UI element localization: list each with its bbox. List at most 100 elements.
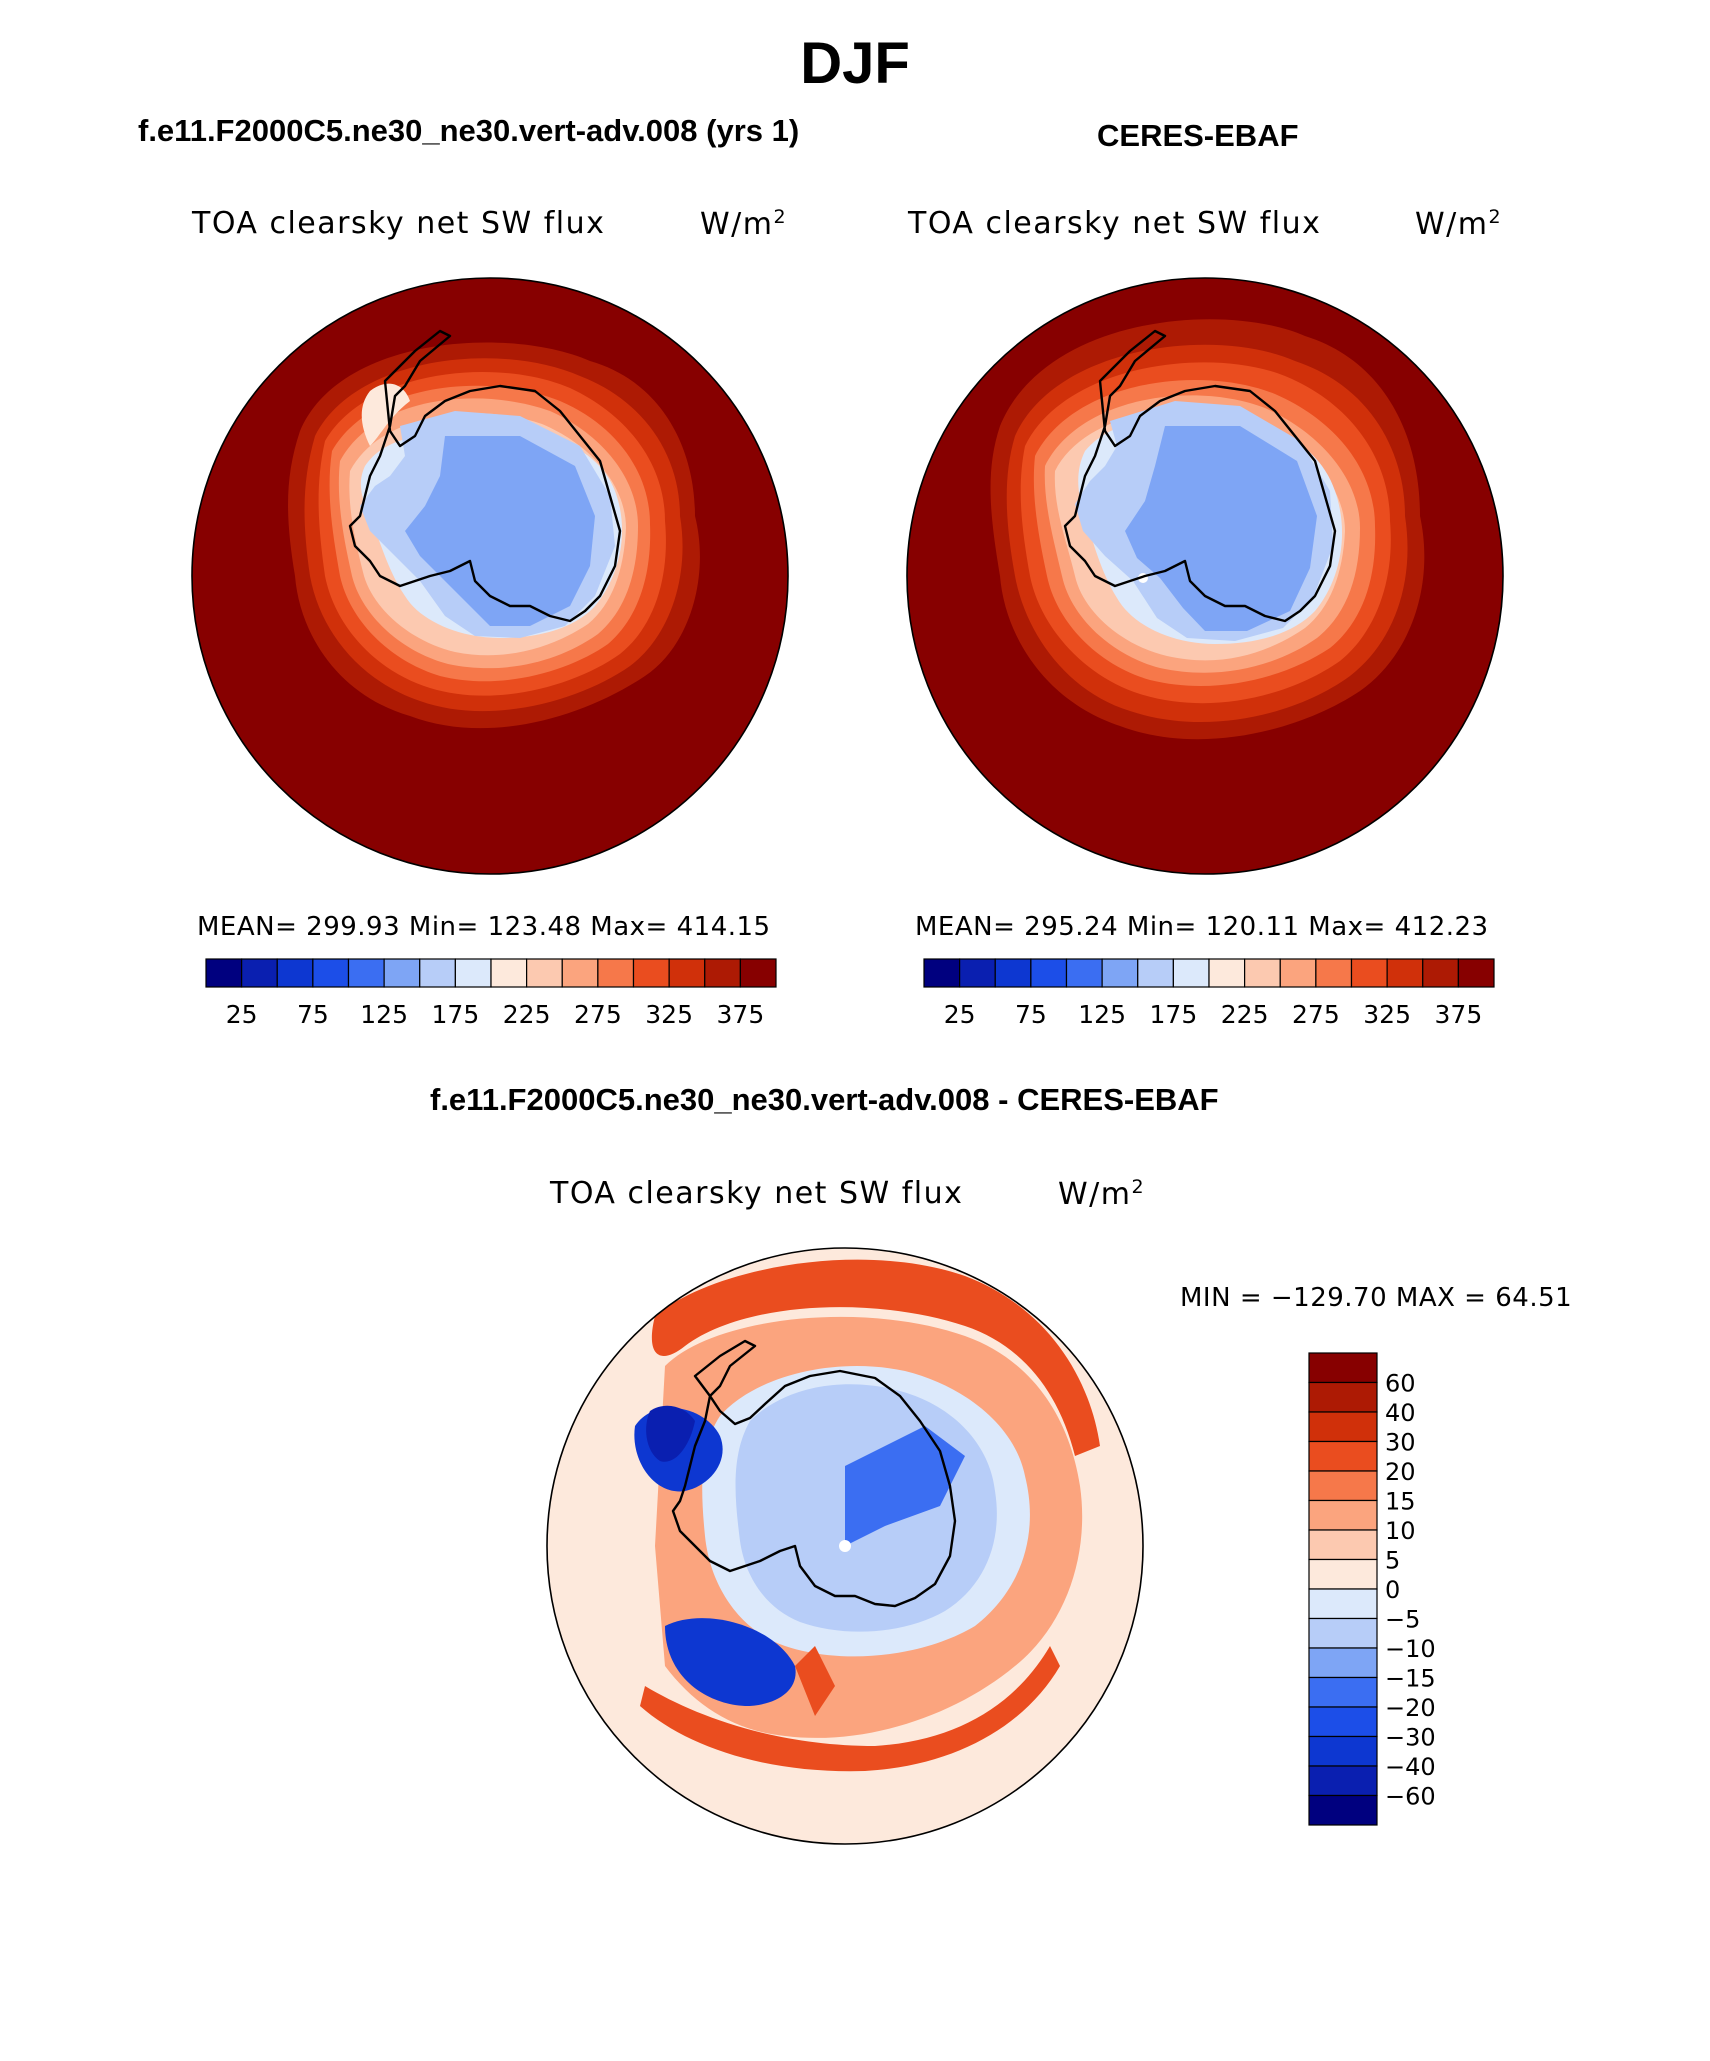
obs-stats: MEAN= 295.24 Min= 120.11 Max= 412.23 bbox=[915, 912, 1489, 942]
difference-band-positive-spot bbox=[795, 1646, 835, 1716]
obs-band-150 bbox=[1125, 426, 1317, 631]
obs-colorbar-swatch bbox=[1172, 958, 1210, 988]
obs-colorbar-swatch bbox=[959, 958, 996, 988]
model-colorbar-swatch bbox=[205, 958, 243, 988]
obs-colorbar-tick-label: 125 bbox=[1078, 1000, 1126, 1029]
model-stats: MEAN= 299.93 Min= 123.48 Max= 414.15 bbox=[197, 912, 771, 942]
difference-colorbar-swatch bbox=[1308, 1558, 1378, 1590]
model-colorbar-swatch bbox=[454, 958, 492, 988]
obs-colorbar-swatch bbox=[1137, 958, 1174, 988]
model-colorbar-swatch bbox=[419, 958, 456, 988]
obs-colorbar-swatch bbox=[1422, 958, 1459, 988]
difference-colorbar-tick-label: −20 bbox=[1385, 1694, 1436, 1722]
difference-colorbar-tick-label: −10 bbox=[1385, 1635, 1436, 1663]
difference-colorbar-swatch bbox=[1308, 1411, 1378, 1443]
difference-colorbar-swatch bbox=[1308, 1706, 1378, 1738]
obs-colorbar-tick-label: 325 bbox=[1363, 1000, 1411, 1029]
model-colorbar-tick-label: 175 bbox=[432, 1000, 480, 1029]
model-colorbar-swatch bbox=[668, 958, 706, 988]
difference-colorbar-tick-label: 20 bbox=[1385, 1458, 1416, 1486]
obs-colorbar-tick-label: 275 bbox=[1292, 1000, 1340, 1029]
difference-band-south-positive bbox=[640, 1646, 1060, 1772]
difference-colorbar-tick-label: 15 bbox=[1385, 1488, 1416, 1516]
difference-case-title: f.e11.F2000C5.ne30_ne30.vert-adv.008 - C… bbox=[430, 1082, 1219, 1117]
difference-colorbar-tick-label: −30 bbox=[1385, 1724, 1436, 1752]
difference-band-north-positive bbox=[651, 1259, 1100, 1456]
model-band-150 bbox=[405, 436, 595, 626]
obs-colorbar-swatch bbox=[1457, 958, 1495, 988]
model-colorbar: 25 75 125 175 225 275 325 375 bbox=[205, 958, 777, 1029]
difference-map-border bbox=[546, 1247, 1144, 1845]
model-colorbar-swatch bbox=[276, 958, 314, 988]
model-colorbar-swatch bbox=[739, 958, 777, 988]
difference-colorbar-tick-label: 30 bbox=[1385, 1429, 1416, 1457]
difference-colorbar-tick-label: −40 bbox=[1385, 1753, 1436, 1781]
model-coastline bbox=[348, 329, 622, 623]
page-title: DJF bbox=[800, 31, 910, 96]
model-plot-title: TOA clearsky net SW flux bbox=[192, 206, 606, 241]
obs-colorbar-tick-label: 75 bbox=[1015, 1000, 1047, 1029]
model-case-title: f.e11.F2000C5.ne30_ne30.vert-adv.008 (yr… bbox=[138, 113, 800, 148]
difference-colorbar-swatch bbox=[1308, 1588, 1378, 1620]
obs-colorbar-swatch bbox=[1279, 958, 1317, 988]
difference-colorbar-tick-label: 5 bbox=[1385, 1547, 1400, 1575]
difference-colorbar-swatch bbox=[1308, 1735, 1378, 1767]
difference-colorbar-swatch bbox=[1308, 1617, 1378, 1649]
model-colorbar-swatch bbox=[490, 958, 528, 988]
difference-colorbar-tick-label: −15 bbox=[1385, 1665, 1436, 1693]
model-colorbar-swatch bbox=[526, 958, 563, 988]
obs-colorbar-swatch bbox=[1065, 958, 1103, 988]
model-colorbar-swatch bbox=[241, 958, 278, 988]
obs-colorbar-tick-label: 25 bbox=[944, 1000, 976, 1029]
obs-coastline bbox=[1063, 329, 1337, 623]
difference-colorbar-tick-label: 10 bbox=[1385, 1517, 1416, 1545]
model-map-border bbox=[191, 277, 789, 875]
difference-colorbar-swatch bbox=[1308, 1470, 1378, 1502]
difference-colorbar-swatch bbox=[1308, 1647, 1378, 1679]
model-colorbar-tick-label: 225 bbox=[503, 1000, 551, 1029]
difference-colorbar-swatch bbox=[1308, 1676, 1378, 1708]
model-colorbar-tick-label: 125 bbox=[360, 1000, 408, 1029]
difference-coastline bbox=[671, 1339, 957, 1608]
difference-minmax: MIN = −129.70 MAX = 64.51 bbox=[1180, 1283, 1573, 1313]
difference-colorbar-swatch bbox=[1308, 1765, 1378, 1797]
obs-colorbar-swatch bbox=[923, 958, 961, 988]
difference-plot-title: TOA clearsky net SW flux bbox=[550, 1176, 964, 1211]
model-colorbar-swatch bbox=[561, 958, 599, 988]
model-colorbar-swatch bbox=[597, 958, 635, 988]
obs-colorbar-swatch bbox=[1315, 958, 1353, 988]
difference-colorbar-swatch bbox=[1308, 1499, 1378, 1531]
model-polar-map bbox=[191, 277, 789, 875]
difference-colorbar-swatch bbox=[1308, 1352, 1378, 1384]
difference-band-neg60 bbox=[646, 1405, 695, 1462]
model-band-peninsula bbox=[361, 383, 410, 446]
obs-colorbar-tick-label: 225 bbox=[1221, 1000, 1269, 1029]
model-colorbar-swatch bbox=[347, 958, 385, 988]
difference-polar-map bbox=[546, 1247, 1144, 1845]
model-colorbar-swatch bbox=[312, 958, 350, 988]
obs-colorbar-swatch bbox=[994, 958, 1032, 988]
obs-colorbar-swatch bbox=[1208, 958, 1246, 988]
obs-polar-map bbox=[906, 277, 1504, 875]
model-colorbar-tick-label: 375 bbox=[717, 1000, 765, 1029]
difference-colorbar-swatch bbox=[1308, 1440, 1378, 1472]
obs-colorbar-swatch bbox=[1101, 958, 1139, 988]
difference-colorbar-tick-label: 0 bbox=[1385, 1576, 1400, 1604]
model-colorbar-tick-label: 25 bbox=[226, 1000, 258, 1029]
model-colorbar-tick-label: 75 bbox=[297, 1000, 329, 1029]
difference-colorbar-tick-label: −5 bbox=[1385, 1606, 1420, 1634]
model-colorbar-swatch bbox=[632, 958, 670, 988]
obs-units: W/m2 bbox=[1415, 206, 1503, 242]
model-colorbar-tick-label: 275 bbox=[574, 1000, 622, 1029]
difference-colorbar-swatch bbox=[1308, 1381, 1378, 1413]
obs-colorbar-tick-label: 175 bbox=[1150, 1000, 1198, 1029]
model-colorbar-swatch bbox=[704, 958, 741, 988]
difference-pole-point bbox=[839, 1540, 851, 1552]
obs-colorbar: 25 75 125 175 225 275 325 375 bbox=[923, 958, 1495, 1029]
difference-units: W/m2 bbox=[1058, 1176, 1146, 1212]
difference-band-neg20 bbox=[845, 1426, 965, 1546]
difference-band-neg40-south bbox=[665, 1618, 796, 1706]
model-colorbar-tick-label: 325 bbox=[645, 1000, 693, 1029]
obs-case-title: CERES-EBAF bbox=[1097, 118, 1299, 153]
